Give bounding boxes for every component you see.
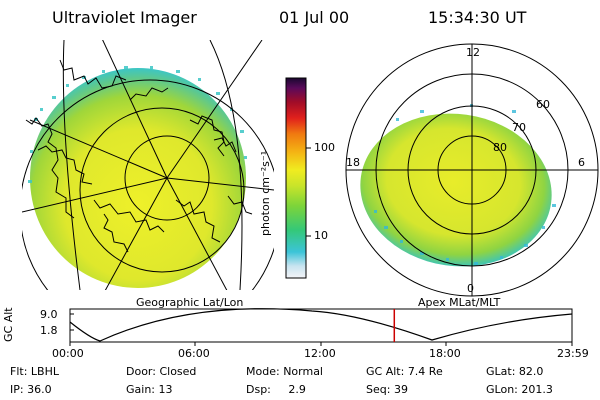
right-panel-caption: Apex MLat/MLT — [418, 296, 501, 309]
timeline-xtick-1200: 12:00 — [304, 347, 336, 360]
altitude-timeline — [69, 308, 573, 346]
date-label: 01 Jul 00 — [279, 8, 350, 27]
mlt-label-12: 12 — [466, 46, 480, 59]
colorbar-tick-10: 10 — [314, 229, 328, 242]
status-gc-alt: GC Alt: 7.4 Re — [366, 365, 443, 378]
aurora-image-magnetic — [360, 113, 552, 267]
timeline-xtick-1800: 18:00 — [429, 347, 461, 360]
timeline-xtick-2359: 23:59 — [557, 347, 589, 360]
mlt-label-18: 18 — [346, 156, 360, 169]
mlat-label-70: 70 — [512, 121, 526, 134]
mlat-label-60: 60 — [536, 98, 550, 111]
status-gain: Gain: 13 — [126, 383, 173, 396]
status-glon: GLon: 201.3 — [486, 383, 553, 396]
colorbar-unit-label: photon cm⁻²s⁻¹ — [259, 150, 272, 236]
status-dsp: Dsp: 2.9 — [246, 383, 306, 396]
status-door: Door: Closed — [126, 365, 197, 378]
colorbar — [285, 77, 307, 279]
left-panel-caption: Geographic Lat/Lon — [136, 296, 244, 309]
magnetic-polar-plot — [345, 43, 599, 297]
status-glat: GLat: 82.0 — [486, 365, 544, 378]
geographic-map — [22, 40, 274, 290]
mlt-label-6: 6 — [578, 156, 585, 169]
app-title: Ultraviolet Imager — [52, 8, 197, 27]
status-mode: Mode: Normal — [246, 365, 323, 378]
status-seq: Seq: 39 — [366, 383, 408, 396]
timeline-xtick-0600: 06:00 — [178, 347, 210, 360]
status-ip: IP: 36.0 — [10, 383, 52, 396]
mlt-label-0: 0 — [467, 282, 474, 295]
timeline-ytick-top: 9.0 — [40, 308, 58, 321]
time-label: 15:34:30 UT — [428, 8, 527, 27]
timeline-xtick-0000: 00:00 — [52, 347, 84, 360]
aurora-image-geographic — [30, 68, 246, 288]
status-flt: Flt: LBHL — [10, 365, 59, 378]
altitude-curve — [69, 308, 573, 342]
timeline-ylabel: GC Alt — [2, 307, 15, 342]
colorbar-tick-100: 100 — [314, 141, 335, 154]
timeline-ytick-bottom: 1.8 — [40, 324, 58, 337]
mlat-label-80: 80 — [493, 141, 507, 154]
